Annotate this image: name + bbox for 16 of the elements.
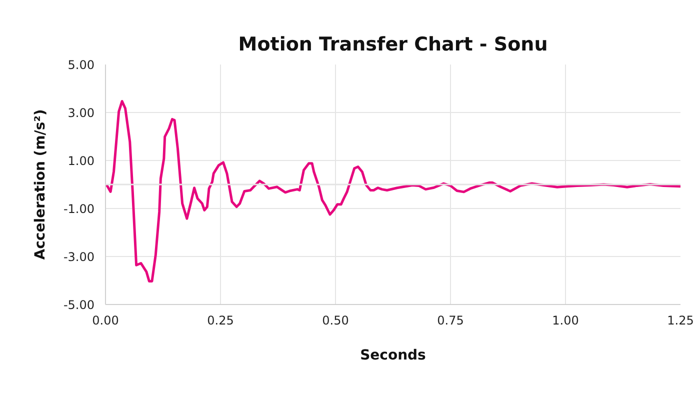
x-tick-label: 1.25 xyxy=(667,314,694,328)
y-tick-label: -3.00 xyxy=(63,250,95,264)
x-tick-label: 0.25 xyxy=(207,314,234,328)
y-tick-label: 5.00 xyxy=(68,58,94,72)
chart-title: Motion Transfer Chart - Sonu xyxy=(238,34,548,56)
y-axis-title: Acceleration (m/s²) xyxy=(32,109,48,260)
y-tick-label: -1.00 xyxy=(63,202,95,216)
x-tick-label: 1.00 xyxy=(552,314,579,328)
x-axis-title: Seconds xyxy=(360,348,426,364)
y-tick-label: -5.00 xyxy=(63,298,95,312)
y-tick-label: 1.00 xyxy=(68,154,94,168)
line-series xyxy=(106,100,680,282)
x-tick-label: 0.50 xyxy=(322,314,349,328)
x-tick-label: 0.75 xyxy=(437,314,464,328)
y-tick-label: 3.00 xyxy=(68,106,94,120)
x-tick-label: 0.00 xyxy=(92,314,119,328)
